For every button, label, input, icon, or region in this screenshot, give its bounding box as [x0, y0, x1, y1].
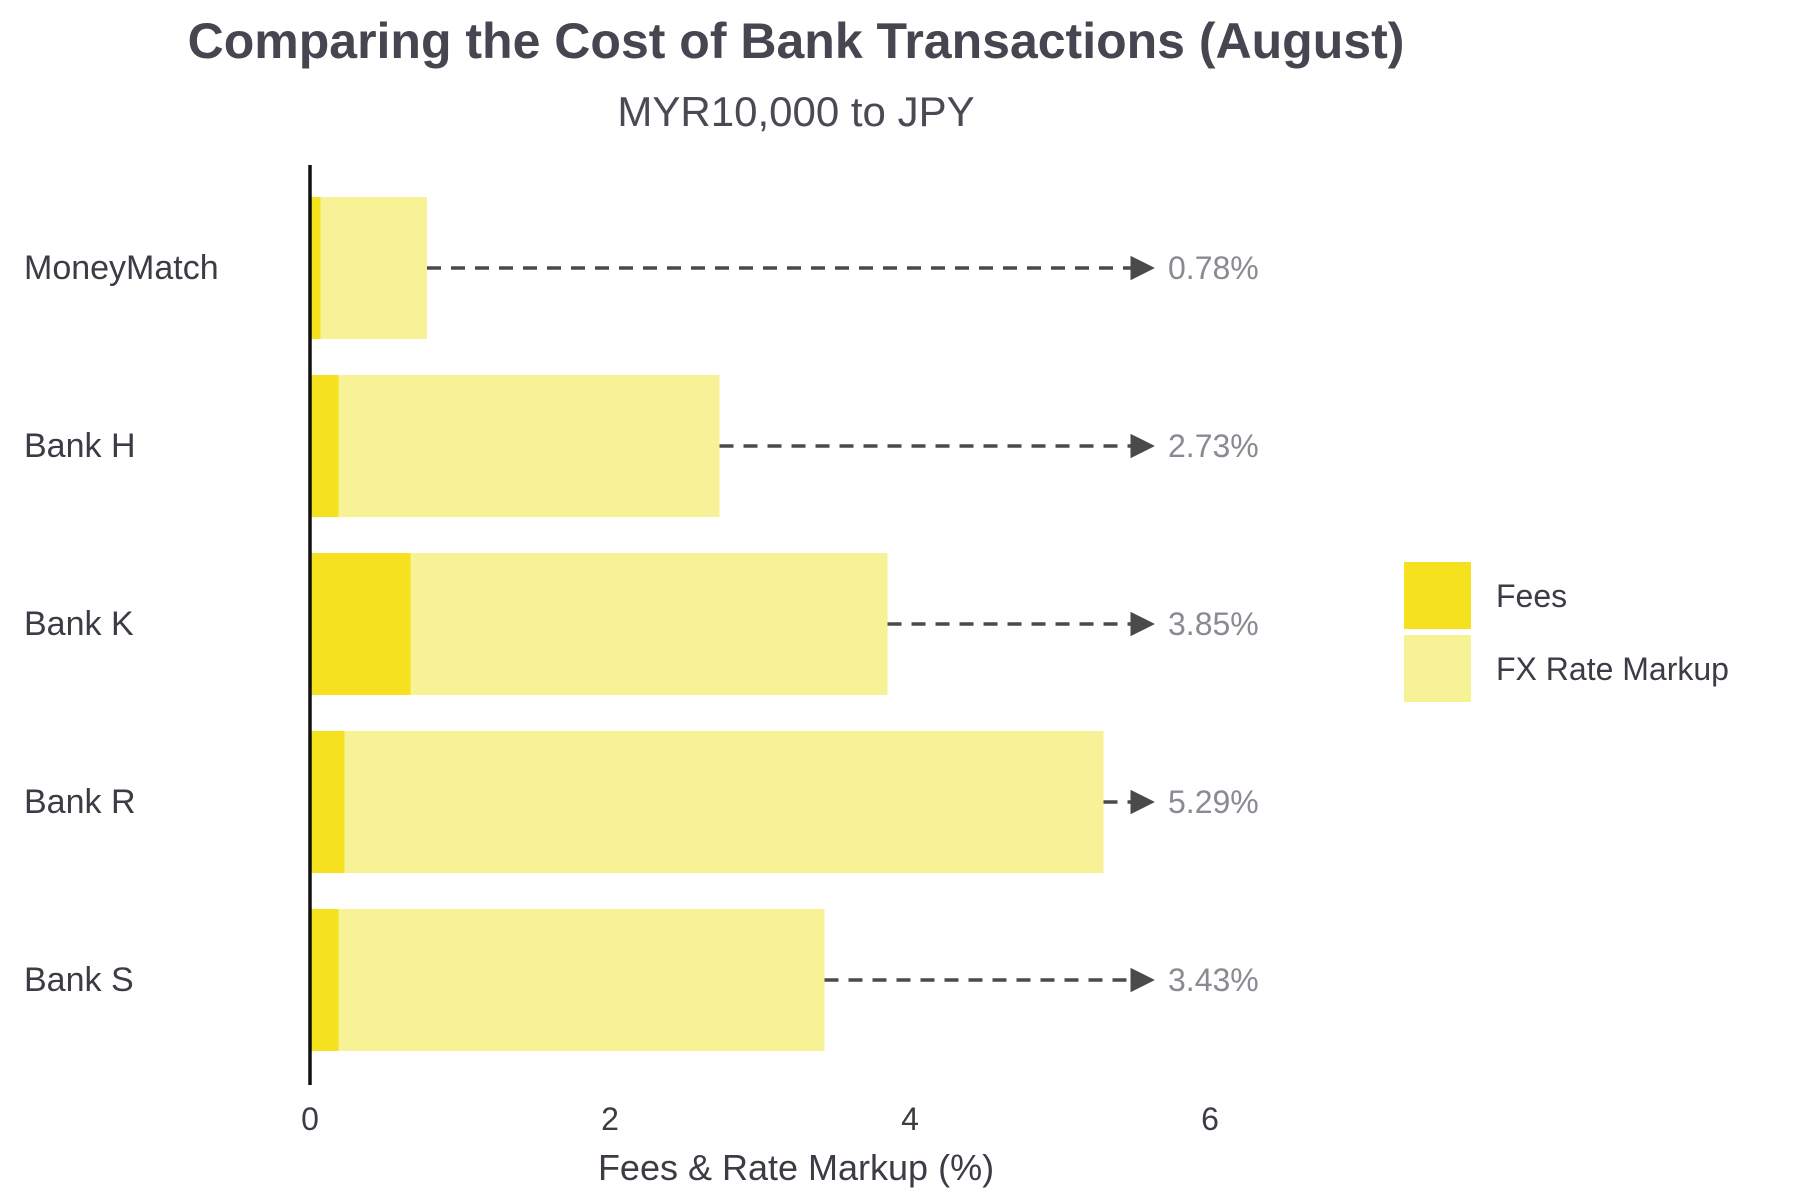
legend-label-fx-rate-markup: FX Rate Markup [1496, 651, 1729, 687]
category-label-moneymatch: MoneyMatch [24, 249, 219, 287]
total-label-bank-r: 5.29% [1168, 784, 1259, 820]
bar-bank-k-fx-rate-markup [410, 553, 888, 695]
category-label-bank-h: Bank H [24, 427, 136, 465]
x-tick-label-4: 4 [901, 1101, 919, 1137]
total-label-moneymatch: 0.78% [1168, 250, 1259, 286]
bar-moneymatch-fees [310, 197, 321, 339]
category-label-bank-r: Bank R [24, 783, 136, 821]
category-label-bank-k: Bank K [24, 605, 134, 643]
x-tick-label-6: 6 [1201, 1101, 1219, 1137]
category-label-bank-s: Bank S [24, 961, 134, 999]
bar-bank-h-fx-rate-markup [338, 375, 720, 517]
chart-subtitle: MYR10,000 to JPY [617, 88, 975, 135]
chart-title: Comparing the Cost of Bank Transactions … [187, 13, 1405, 69]
bar-bank-s-fees [310, 909, 339, 1051]
legend: Fees FX Rate Markup [1404, 562, 1729, 702]
bar-moneymatch-fx-rate-markup [320, 197, 427, 339]
legend-label-fees: Fees [1496, 578, 1567, 614]
bar-bank-r-fx-rate-markup [344, 731, 1104, 873]
bars-layer [310, 197, 1104, 1051]
total-label-bank-h: 2.73% [1168, 428, 1259, 464]
bar-bank-r-fees [310, 731, 345, 873]
bar-bank-h-fees [310, 375, 339, 517]
bar-bank-s-fx-rate-markup [338, 909, 825, 1051]
bar-bank-k-fees [310, 553, 411, 695]
axis-layer: MoneyMatch Bank H Bank K Bank R Bank S 0 2 4 6 Fe… [24, 165, 1219, 1188]
legend-swatch-fees [1404, 562, 1471, 629]
annotations-layer: 0.78% 2.73% 3.85% 5.29% 3.43% [427, 250, 1259, 998]
x-tick-label-2: 2 [601, 1101, 619, 1137]
total-label-bank-k: 3.85% [1168, 606, 1259, 642]
total-label-bank-s: 3.43% [1168, 962, 1259, 998]
legend-swatch-fx-rate-markup [1404, 635, 1471, 702]
x-tick-label-0: 0 [301, 1101, 319, 1137]
x-axis-title: Fees & Rate Markup (%) [598, 1147, 994, 1188]
